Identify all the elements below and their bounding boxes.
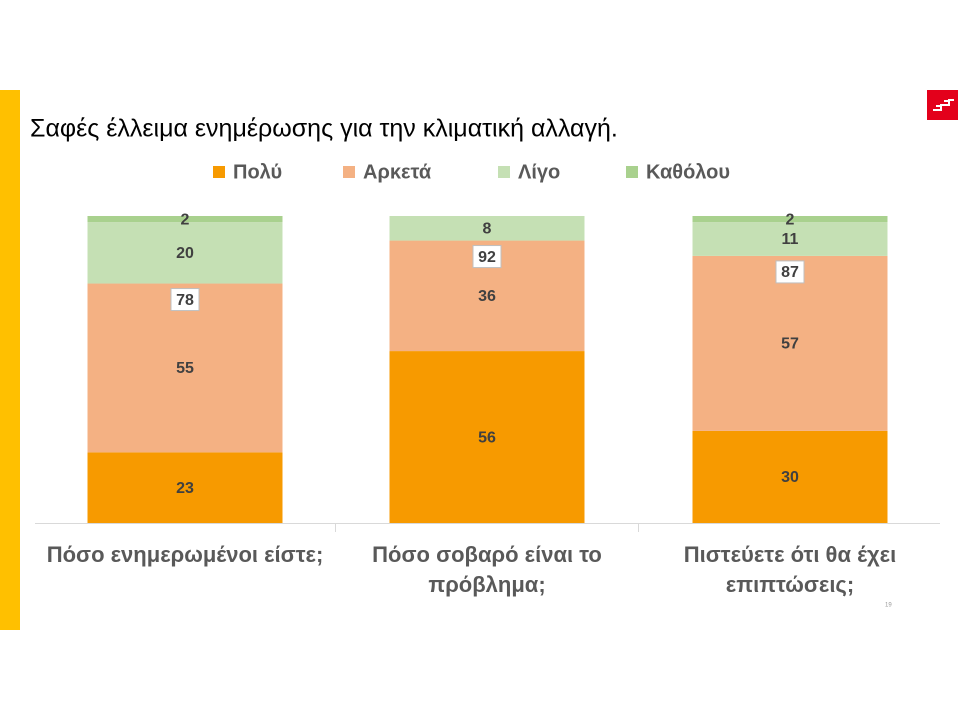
data-label: 23 — [176, 480, 194, 497]
total-box — [775, 260, 805, 284]
category-label: Πόσο σοβαρό είναι το πρόβλημα; — [372, 542, 602, 597]
data-label: 8 — [483, 220, 492, 237]
legend-swatch — [343, 166, 355, 178]
category-label: Πιστεύετε ότι θα έχει επιπτώσεις; — [683, 542, 897, 597]
data-label: 20 — [176, 245, 194, 262]
legend-label: Καθόλου — [646, 161, 730, 183]
total-label: 87 — [781, 264, 799, 281]
bar-segment — [87, 222, 283, 284]
bar-segment — [692, 216, 888, 223]
total-label: 92 — [478, 249, 496, 266]
logo-mark — [933, 99, 954, 111]
legend-label: Πολύ — [233, 161, 282, 183]
category-label: Πόσο ενημερωμένοι είστε; — [46, 542, 324, 567]
bar-segment — [692, 222, 888, 256]
bar-segment — [692, 255, 888, 431]
bar-segment — [87, 452, 283, 523]
data-label: 57 — [781, 336, 799, 353]
total-box — [170, 288, 200, 312]
data-label: 56 — [478, 429, 496, 446]
total-label: 78 — [176, 292, 194, 309]
total-box — [472, 245, 502, 269]
bar-segment — [692, 430, 888, 523]
data-label: 55 — [176, 360, 194, 377]
bar-segment — [87, 216, 283, 223]
data-label: 2 — [786, 211, 795, 228]
bar-segment — [87, 283, 283, 453]
legend-swatch — [626, 166, 638, 178]
data-label: 2 — [181, 211, 190, 228]
legend-label: Λίγο — [518, 161, 560, 183]
bar-segment — [389, 351, 585, 523]
legend-swatch — [498, 166, 510, 178]
page-number: 19 — [885, 603, 892, 609]
accent-bar — [0, 90, 20, 630]
data-label: 11 — [782, 231, 799, 248]
data-label: 30 — [781, 469, 799, 486]
data-label: 36 — [478, 288, 496, 305]
legend-swatch — [213, 166, 225, 178]
bar-segment — [389, 216, 585, 241]
legend-label: Αρκετά — [363, 161, 432, 183]
slide-title: Σαφές έλλειμα ενημέρωσης για την κλιματι… — [30, 115, 618, 143]
